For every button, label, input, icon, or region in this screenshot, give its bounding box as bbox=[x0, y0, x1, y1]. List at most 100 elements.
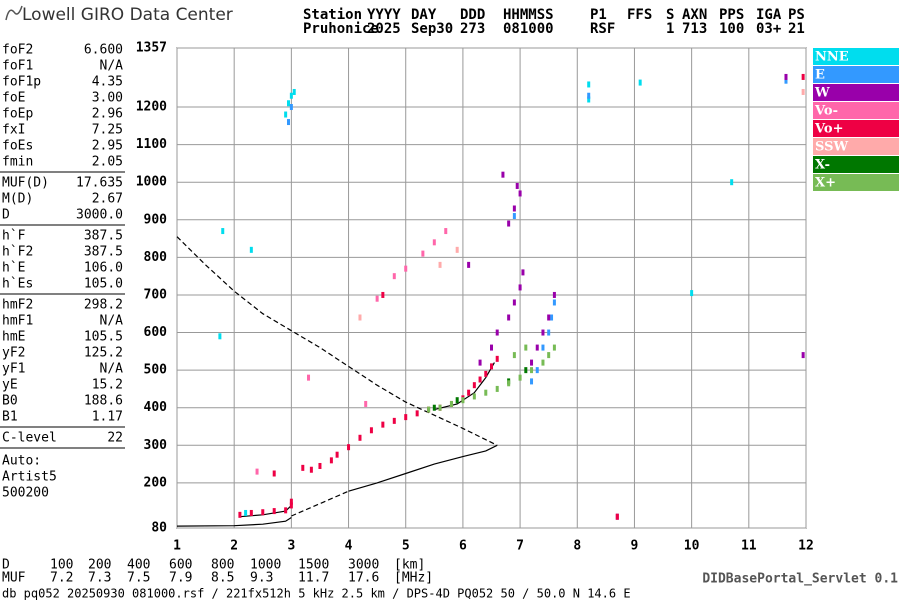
echo-point bbox=[535, 344, 539, 351]
y-tick-label: 400 bbox=[144, 400, 168, 415]
echo-point bbox=[801, 73, 805, 80]
parameter-value: 387.5 bbox=[84, 229, 123, 244]
echo-point bbox=[472, 382, 476, 389]
header-label: PPS bbox=[719, 7, 744, 23]
legend-label: E bbox=[815, 68, 825, 83]
header-value: 21 bbox=[788, 21, 805, 37]
parameter-value: 298.2 bbox=[84, 298, 123, 313]
echo-point bbox=[784, 77, 788, 84]
y-tick-label: 1100 bbox=[136, 137, 167, 152]
header-value: 03+ bbox=[756, 21, 781, 37]
parameter-label: foEs bbox=[2, 139, 33, 154]
echo-point bbox=[530, 359, 534, 366]
echo-point bbox=[467, 261, 471, 268]
echo-point bbox=[432, 239, 436, 246]
echo-point bbox=[432, 404, 436, 411]
distance-cell: 17.6 bbox=[348, 571, 379, 586]
echo-point bbox=[289, 502, 293, 509]
logo-icon bbox=[5, 5, 23, 21]
echo-point bbox=[552, 344, 556, 351]
legend-label: X- bbox=[815, 158, 830, 173]
legend-label: Vo+ bbox=[814, 122, 843, 137]
parameter-label: h`F bbox=[2, 229, 26, 244]
distance-cell: 7.9 bbox=[169, 571, 192, 586]
autoscaling-text: Auto: bbox=[2, 454, 41, 469]
parameter-label: hmE bbox=[2, 330, 25, 345]
echo-point bbox=[427, 406, 431, 413]
echo-point bbox=[535, 367, 539, 374]
parameter-label: yF2 bbox=[2, 346, 25, 361]
header-value: 100 bbox=[719, 21, 744, 37]
logo: Lowell GIRO Data Center bbox=[22, 5, 233, 25]
parameter-label: B1 bbox=[2, 410, 18, 425]
legend-swatch bbox=[813, 174, 899, 191]
x-tick-label: 12 bbox=[798, 539, 814, 554]
echo-point bbox=[461, 397, 465, 404]
distance-cell: 7.2 bbox=[50, 571, 73, 586]
footer: db pq052 20250930 081000.rsf / 221fx512h… bbox=[2, 587, 631, 600]
echo-point bbox=[272, 470, 276, 477]
header-label: YYYY bbox=[367, 7, 401, 23]
echo-point bbox=[244, 509, 248, 516]
parameter-label: foEp bbox=[2, 107, 33, 122]
parameter-label: yE bbox=[2, 378, 18, 393]
distance-cell: D bbox=[2, 558, 10, 573]
echo-point bbox=[292, 88, 296, 95]
legend-label: X+ bbox=[815, 176, 836, 191]
echo-point bbox=[490, 344, 493, 351]
echo-point bbox=[358, 314, 362, 321]
echo-point bbox=[455, 246, 459, 253]
y-tick-label: 1000 bbox=[136, 175, 167, 190]
parameter-value: N/A bbox=[100, 362, 124, 377]
parameter-value: 4.35 bbox=[92, 75, 123, 90]
echo-point bbox=[484, 389, 488, 396]
parameter-label: foF1p bbox=[2, 75, 41, 90]
x-tick-label: 9 bbox=[631, 539, 639, 554]
parameter-label: yF1 bbox=[2, 362, 25, 377]
header-value: 1 bbox=[666, 21, 674, 37]
parameter-value: 3000.0 bbox=[76, 208, 123, 223]
echo-point bbox=[404, 265, 408, 272]
y-tick-label: 500 bbox=[144, 363, 168, 378]
echo-point bbox=[512, 352, 516, 359]
echo-point bbox=[587, 81, 591, 88]
legend-label: W bbox=[814, 86, 830, 101]
distance-cell: [km] bbox=[394, 558, 425, 573]
echo-point bbox=[381, 291, 385, 298]
parameter-value: 6.600 bbox=[84, 43, 123, 58]
legend-swatch bbox=[813, 48, 899, 65]
echo-point bbox=[392, 273, 396, 280]
echo-point bbox=[541, 329, 545, 336]
echo-point bbox=[287, 100, 291, 107]
parameter-label: foF1 bbox=[2, 59, 33, 74]
header-label: FFS bbox=[627, 7, 652, 23]
echo-point bbox=[329, 457, 333, 464]
parameter-value: N/A bbox=[100, 59, 124, 74]
distance-cell: 200 bbox=[88, 558, 111, 573]
echo-point bbox=[801, 352, 805, 359]
echo-point bbox=[221, 228, 225, 235]
echo-point bbox=[467, 389, 471, 396]
echo-point bbox=[421, 250, 425, 257]
parameter-label: hmF1 bbox=[2, 314, 33, 329]
distance-cell: 1500 bbox=[298, 558, 329, 573]
echo-point bbox=[381, 421, 385, 428]
header-label: S bbox=[666, 7, 674, 23]
distance-cell: [MHz] bbox=[394, 571, 433, 586]
y-tick-label: 600 bbox=[144, 325, 168, 340]
profile-curve bbox=[434, 362, 495, 411]
header-label: AXN bbox=[682, 7, 707, 23]
autoscaling-text: 500200 bbox=[2, 486, 49, 501]
echo-point bbox=[369, 427, 373, 434]
header-value: 2025 bbox=[367, 21, 401, 37]
profile-curve bbox=[176, 516, 292, 527]
echo-point bbox=[515, 182, 519, 189]
echo-point bbox=[547, 352, 551, 359]
parameter-label: h`E bbox=[2, 261, 25, 276]
echo-point bbox=[484, 370, 488, 377]
parameter-label: fmin bbox=[2, 155, 33, 170]
echo-point bbox=[347, 444, 351, 451]
header-label: HHMMSS bbox=[503, 7, 554, 23]
echo-point bbox=[472, 393, 476, 400]
legend-swatch bbox=[813, 102, 899, 119]
